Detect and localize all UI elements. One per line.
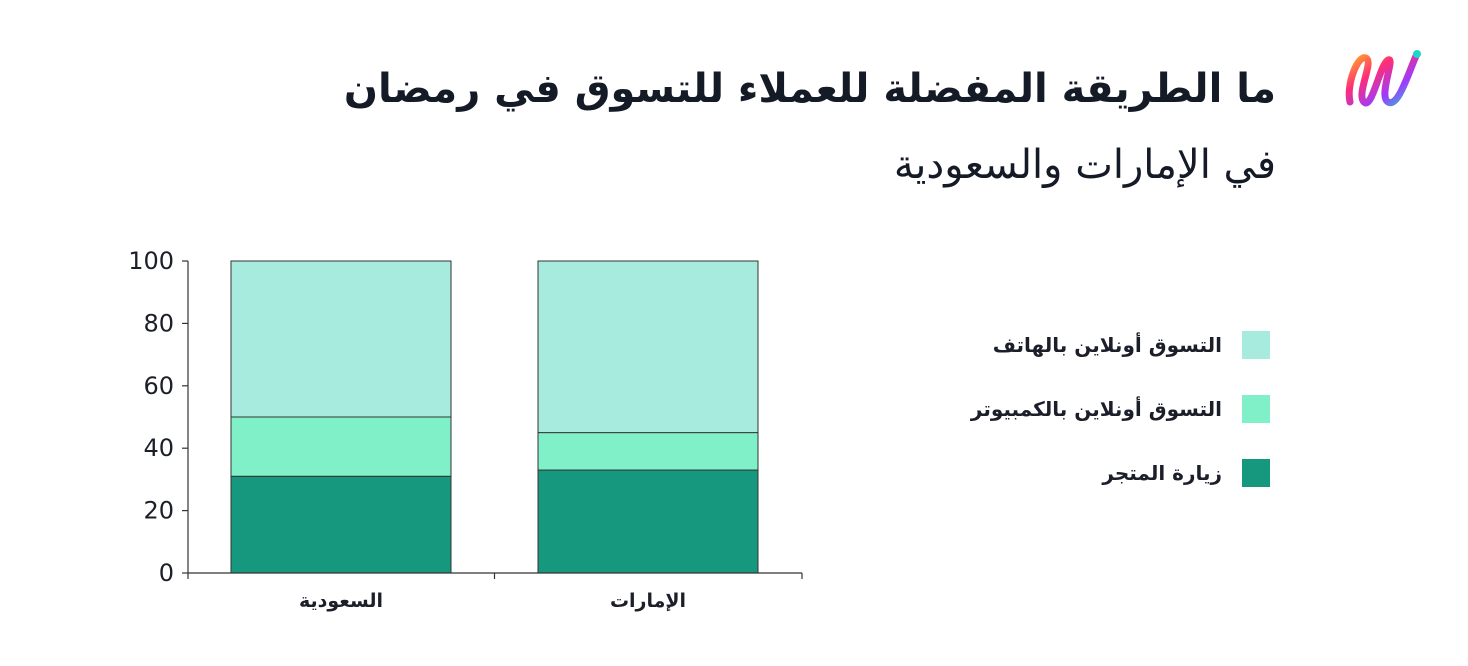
y-tick-label: 100 — [128, 247, 174, 275]
stacked-bar-chart: 0 20 40 60 80 100 السعودية الإمارات — [128, 247, 803, 612]
legend-swatch — [1242, 395, 1270, 423]
y-tick-label: 40 — [143, 434, 174, 462]
bar-segment — [230, 475, 452, 574]
brand-swirl-logo-icon — [1345, 50, 1421, 107]
chart-title: ما الطريقة المفضلة للعملاء للتسوق في رمض… — [343, 66, 1276, 112]
legend-item: التسوق أونلاين بالهاتف — [971, 330, 1270, 360]
y-tick-label: 80 — [143, 309, 174, 337]
legend-swatch — [1242, 331, 1270, 359]
bar-segment — [537, 469, 759, 574]
legend-item: التسوق أونلاين بالكمبيوتر — [971, 394, 1270, 424]
chart-subtitle: في الإمارات والسعودية — [893, 142, 1276, 188]
bar-segment — [230, 416, 452, 477]
bar-segment — [230, 260, 452, 418]
legend-swatch — [1242, 459, 1270, 487]
bar-segment — [537, 432, 759, 471]
y-tick-label: 0 — [159, 559, 174, 587]
legend-label: زيارة المتجر — [1102, 461, 1222, 485]
legend-label: التسوق أونلاين بالهاتف — [992, 333, 1222, 357]
x-tick-label: الإمارات — [610, 590, 686, 612]
legend-item: زيارة المتجر — [971, 458, 1270, 488]
y-tick-label: 60 — [143, 372, 174, 400]
x-tick-label: السعودية — [299, 590, 383, 612]
y-tick-label: 20 — [143, 497, 174, 525]
chart-legend: التسوق أونلاين بالهاتف التسوق أونلاين بال… — [971, 330, 1270, 522]
bar-segment — [537, 260, 759, 434]
legend-label: التسوق أونلاين بالكمبيوتر — [970, 397, 1222, 421]
